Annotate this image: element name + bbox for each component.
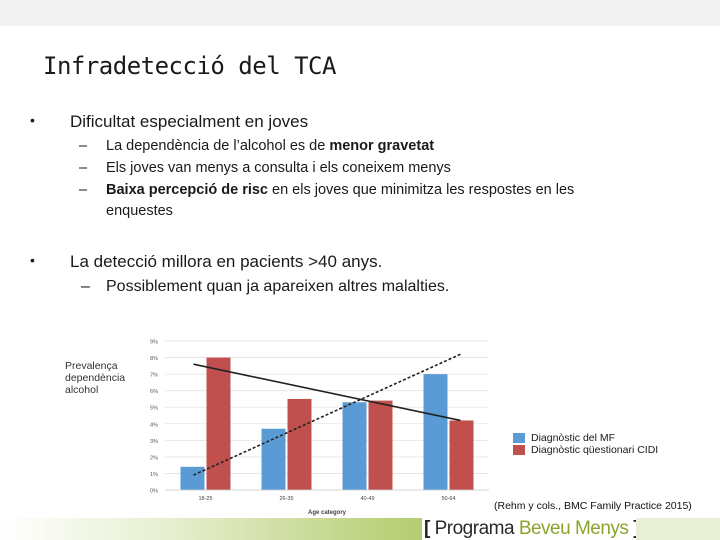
bullet-2-sub: – Possiblement quan ja apareixen altres … (81, 278, 450, 296)
sub-bullet-1: – La dependència de l’alcohol es de meno… (79, 136, 435, 157)
y-tick-label: 4% (150, 422, 158, 428)
sub-bullet-2-text: Els joves van menys a consulta i els con… (106, 160, 451, 176)
y-tick-label: 2% (150, 455, 158, 461)
x-tick-label: 40-49 (360, 496, 374, 502)
chart-side-label-line: alcohol (65, 384, 99, 396)
x-tick-label: 18-25 (198, 496, 212, 502)
legend-swatch-cidi (513, 445, 525, 455)
legend-item-cidi: Diagnòstic qüestionari CIDI (513, 444, 658, 456)
trend-line-cidi (193, 363, 461, 422)
bar-mf (342, 402, 367, 490)
logo-word-beveu-menys: Beveu Menys (518, 518, 629, 539)
bullet-2-text: La detecció millora en pacients >40 anys… (70, 252, 383, 271)
footer-right-bar (636, 518, 720, 540)
chart-side-label: Prevalença dependència alcohol (65, 360, 125, 396)
bar-cidi (449, 420, 474, 490)
sub-bullet-3: – Baixa percepció de risc en els joves q… (79, 180, 575, 222)
dash: – (79, 138, 88, 154)
x-axis-label: Age category (308, 510, 347, 516)
bullet-dot: • (30, 252, 35, 268)
bar-mf (180, 466, 205, 490)
citation: (Rehm y cols., BMC Family Practice 2015) (494, 500, 692, 512)
bar-cidi (368, 400, 393, 490)
dash: – (81, 278, 90, 295)
footer-gradient-bar (0, 518, 422, 540)
trend-line-mf (193, 353, 461, 476)
sub-bullet-1-text: La dependència de l’alcohol es de (106, 138, 330, 154)
chart-side-label-line: Prevalença (65, 360, 118, 372)
x-tick-label: 50-64 (441, 496, 455, 502)
y-tick-label: 7% (150, 373, 158, 379)
bullet-1: • Dificultat especialment en joves (30, 112, 309, 132)
sub-bullet-3-line2: enquestes (106, 203, 173, 219)
y-tick-label: 8% (150, 356, 158, 362)
bullet-1-text: Dificultat especialment en joves (70, 112, 309, 131)
y-tick-label: 6% (150, 389, 158, 395)
logo-word-programa: Programa (434, 518, 515, 539)
x-tick-label: 26-35 (279, 496, 293, 502)
y-tick-label: 3% (150, 439, 158, 445)
prevalence-bar-chart: 0% 1% 2% 3% 4% 5% 6% 7% 8% 9% 18-25 26-35 40-49 50-64… (143, 333, 495, 520)
y-tick-label: 5% (150, 406, 158, 412)
legend-label-mf: Diagnòstic del MF (531, 432, 616, 444)
slide-title: Infradetecció del TCA (43, 52, 336, 80)
chart-side-label-line: dependència (65, 372, 126, 384)
sub-bullet-1-bold: menor gravetat (329, 138, 435, 154)
legend-swatch-mf (513, 433, 525, 443)
bar-cidi (287, 398, 312, 490)
chart-legend: Diagnòstic del MF Diagnòstic qüestionari… (513, 432, 658, 456)
y-tick-label: 9% (150, 340, 158, 346)
bar-mf (261, 428, 286, 490)
bullet-2-sub-text: Possiblement quan ja apareixen altres ma… (106, 278, 450, 295)
dash: – (79, 160, 88, 176)
sub-bullet-2: – Els joves van menys a consulta i els c… (79, 158, 451, 179)
legend-item-mf: Diagnòstic del MF (513, 432, 658, 444)
sub-bullet-3-text: en els joves que minimitza les respostes… (268, 182, 575, 198)
y-tick-label: 0% (150, 489, 158, 495)
program-logo: [ Programa Beveu Menys ] (424, 518, 640, 540)
bar-mf (423, 374, 448, 490)
logo-bracket-open: [ (424, 518, 430, 539)
bullet-dot: • (30, 112, 35, 128)
top-band (0, 0, 720, 26)
bullet-2: • La detecció millora en pacients >40 an… (30, 252, 383, 272)
dash: – (79, 182, 88, 198)
legend-label-cidi: Diagnòstic qüestionari CIDI (531, 444, 659, 456)
y-tick-label: 1% (150, 472, 158, 478)
footer: [ Programa Beveu Menys ] (0, 518, 720, 540)
sub-bullet-3-bold: Baixa percepció de risc (106, 182, 268, 198)
bar-cidi (206, 357, 231, 490)
